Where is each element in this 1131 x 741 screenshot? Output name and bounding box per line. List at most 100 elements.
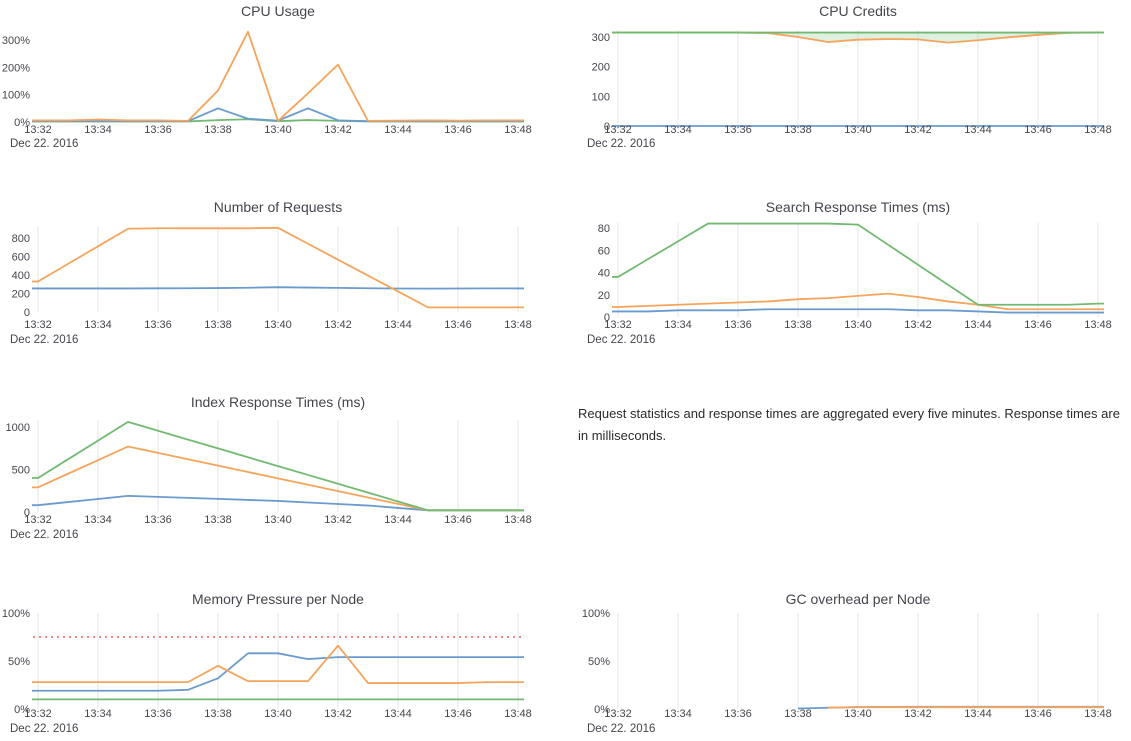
date-label: Dec 22. 2016 — [587, 723, 655, 735]
date-label: Dec 22. 2016 — [587, 138, 655, 150]
chart-search-response-times[interactable]: 0 20 40 60 80 13:32 13:34 13:36 13:38 13:40 13:42 1… — [565, 193, 1131, 353]
x-tick-label: 13:44 — [964, 319, 992, 331]
x-tick-label: 13:48 — [1084, 708, 1112, 720]
date-label: Dec 22. 2016 — [10, 138, 78, 150]
series-line-orange[interactable] — [32, 30, 524, 122]
chart-title: Memory Pressure per Node — [192, 591, 364, 607]
x-tick-label: 13:44 — [964, 708, 992, 720]
x-tick-label: 13:36 — [144, 124, 172, 136]
chart-svg-gc[interactable]: 0% 50% 100% 13:32 13:34 13:36 13:38 13:40 13:42 1… — [565, 588, 1131, 741]
x-tick-label: 13:36 — [724, 319, 752, 331]
y-tick-label: 80 — [598, 223, 610, 235]
x-tick-label: 13:46 — [444, 514, 472, 526]
series-line-orange[interactable] — [32, 644, 524, 684]
x-tick-label: 13:34 — [84, 708, 112, 720]
series-line-orange[interactable] — [612, 292, 1104, 311]
chart-svg-requests[interactable]: 0 200 400 600 800 13:32 13:34 13:36 13:38 13:40 13… — [0, 193, 565, 353]
x-tick-label: 13:48 — [1084, 319, 1112, 331]
date-label: Dec 22. 2016 — [10, 334, 78, 346]
x-tick-label: 13:36 — [144, 708, 172, 720]
chart-title: Index Response Times (ms) — [191, 394, 365, 410]
x-tick-label: 13:46 — [444, 708, 472, 720]
x-tick-label: 13:36 — [724, 708, 752, 720]
x-tick-label: 13:48 — [504, 708, 532, 720]
y-tick-label: 500 — [12, 465, 30, 477]
x-tick-label: 13:48 — [504, 124, 532, 136]
x-tick-label: 13:42 — [904, 319, 932, 331]
chart-index-response-times[interactable]: 0 500 1000 13:32 13:34 13:36 13:38 13:40 13:42 13… — [0, 388, 565, 553]
x-tick-label: 13:48 — [504, 319, 532, 331]
y-tick-label: 100% — [582, 608, 610, 620]
chart-svg-cpu_usage[interactable]: 0% 100% 200% 300% 13:32 13:34 13:36 13:38 13:40 1… — [0, 0, 565, 160]
date-label: Dec 22. 2016 — [10, 529, 78, 541]
series-line-green[interactable] — [612, 222, 1104, 306]
x-tick-label: 13:34 — [664, 319, 692, 331]
y-tick-label: 100% — [2, 90, 30, 102]
x-tick-label: 13:42 — [324, 514, 352, 526]
x-tick-label: 13:44 — [964, 124, 992, 136]
x-tick-label: 13:40 — [264, 124, 292, 136]
aggregation-note: Request statistics and response times ar… — [578, 406, 1120, 443]
x-tick-label: 13:42 — [324, 708, 352, 720]
y-tick-label: 200 — [592, 62, 610, 74]
x-tick-label: 13:42 — [904, 124, 932, 136]
chart-title: CPU Usage — [241, 3, 315, 19]
x-tick-label: 13:38 — [784, 124, 812, 136]
y-tick-label: 800 — [12, 233, 30, 245]
y-tick-label: 0% — [14, 117, 30, 129]
y-tick-label: 0 — [604, 312, 610, 324]
y-tick-label: 600 — [12, 252, 30, 264]
x-tick-label: 13:36 — [144, 514, 172, 526]
y-tick-label: 0 — [24, 307, 30, 319]
chart-svg-memory[interactable]: 0% 50% 100% 13:32 13:34 13:36 13:38 13:40 13:42 1… — [0, 588, 565, 741]
x-tick-label: 13:40 — [844, 319, 872, 331]
chart-gc-overhead[interactable]: 0% 50% 100% 13:32 13:34 13:36 13:38 13:40 13:42 1… — [565, 588, 1131, 741]
series-line-green[interactable] — [32, 421, 524, 512]
y-tick-label: 0% — [594, 704, 610, 716]
x-tick-label: 13:46 — [1024, 319, 1052, 331]
x-tick-label: 13:32 — [604, 708, 632, 720]
y-tick-label: 0% — [14, 704, 30, 716]
x-tick-label: 13:32 — [24, 514, 52, 526]
chart-memory-pressure[interactable]: 0% 50% 100% 13:32 13:34 13:36 13:38 13:40 13:42 1… — [0, 588, 565, 741]
x-tick-label: 13:38 — [784, 708, 812, 720]
x-tick-label: 13:46 — [444, 319, 472, 331]
chart-number-of-requests[interactable]: 0 200 400 600 800 13:32 13:34 13:36 13:38 13:40 13… — [0, 193, 565, 353]
chart-cpu-usage[interactable]: 0% 100% 200% 300% 13:32 13:34 13:36 13:38 13:40 1… — [0, 0, 565, 160]
chart-svg-cpu_credits[interactable]: 0 100 200 300 13:32 13:34 13:36 13:38 13:40 13:42… — [565, 0, 1131, 160]
date-label: Dec 22. 2016 — [587, 334, 655, 346]
y-tick-label: 0 — [604, 121, 610, 133]
y-tick-label: 60 — [598, 245, 610, 257]
x-tick-label: 13:32 — [604, 124, 632, 136]
y-tick-label: 100 — [592, 91, 610, 103]
x-tick-label: 13:38 — [204, 319, 232, 331]
x-tick-label: 13:44 — [384, 514, 412, 526]
x-tick-label: 13:38 — [204, 124, 232, 136]
y-tick-label: 0 — [24, 507, 30, 519]
chart-title: CPU Credits — [819, 3, 897, 19]
series-line-blue[interactable] — [32, 286, 524, 290]
y-tick-label: 300 — [592, 32, 610, 44]
x-tick-label: 13:48 — [504, 514, 532, 526]
y-tick-label: 20 — [598, 290, 610, 302]
chart-svg-index[interactable]: 0 500 1000 13:32 13:34 13:36 13:38 13:40 13:42 13… — [0, 388, 565, 553]
chart-title: Search Response Times (ms) — [766, 199, 950, 215]
x-tick-label: 13:40 — [264, 708, 292, 720]
y-tick-label: 1000 — [6, 422, 30, 434]
y-tick-label: 100% — [2, 608, 30, 620]
y-tick-label: 400 — [12, 270, 30, 282]
series-line-blue[interactable] — [32, 652, 524, 692]
chart-cpu-credits[interactable]: 0 100 200 300 13:32 13:34 13:36 13:38 13:40 13:42… — [565, 0, 1131, 160]
chart-svg-search[interactable]: 0 20 40 60 80 13:32 13:34 13:36 13:38 13:40 13:42 1… — [565, 193, 1131, 353]
x-tick-label: 13:42 — [324, 319, 352, 331]
series-line-orange[interactable] — [32, 226, 524, 309]
y-tick-label: 300% — [2, 35, 30, 47]
x-tick-label: 13:38 — [204, 708, 232, 720]
x-tick-label: 13:42 — [904, 708, 932, 720]
date-label: Dec 22. 2016 — [10, 723, 78, 735]
x-tick-label: 13:32 — [24, 708, 52, 720]
x-tick-label: 13:34 — [84, 514, 112, 526]
y-tick-label: 200 — [12, 289, 30, 301]
series-line-blue[interactable] — [612, 308, 1104, 314]
x-tick-label: 13:32 — [24, 124, 52, 136]
